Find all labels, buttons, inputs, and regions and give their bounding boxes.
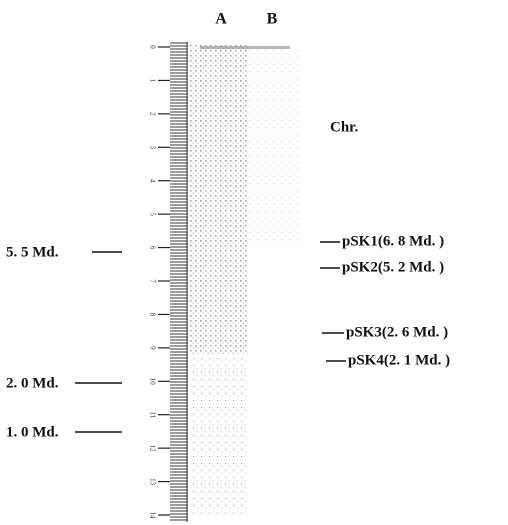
ruler-number: 6	[148, 246, 156, 250]
ruler-number: 4	[148, 179, 156, 183]
lane-b-smear	[248, 45, 298, 245]
size-marker-label: 1. 0 Md.	[6, 424, 59, 440]
ruler-number: 1	[148, 79, 156, 83]
ruler-number: 5	[148, 212, 156, 216]
ruler-number: 13	[148, 478, 156, 486]
size-marker-label: 2. 0 Md.	[6, 375, 59, 391]
ruler-number: 0	[148, 45, 156, 49]
ruler	[170, 42, 188, 522]
lane-label: B	[267, 11, 278, 28]
ruler-number: 11	[148, 411, 156, 418]
ruler-number: 12	[148, 445, 156, 453]
plasmid-label: pSK3(2. 6 Md. )	[346, 324, 448, 340]
size-marker-label: 5. 5 Md.	[6, 244, 59, 260]
lane-label: A	[215, 11, 227, 28]
lane-a-smear-lower	[190, 355, 248, 515]
ruler-number: 2	[148, 112, 156, 116]
plasmid-label: pSK4(2. 1 Md. )	[348, 352, 450, 368]
plasmid-label: pSK2(5. 2 Md. )	[342, 259, 444, 275]
ruler-number: 7	[148, 279, 156, 283]
chromosome-label: Chr.	[330, 119, 358, 135]
plasmid-label: pSK1(6. 8 Md. )	[342, 233, 444, 249]
well-line	[200, 46, 290, 49]
ruler-number: 10	[148, 378, 156, 386]
ruler-number: 3	[148, 146, 156, 150]
ruler-number: 8	[148, 313, 156, 317]
ruler-number: 14	[148, 512, 156, 520]
lane-a-smear	[190, 45, 248, 355]
ruler-number: 9	[148, 346, 156, 350]
